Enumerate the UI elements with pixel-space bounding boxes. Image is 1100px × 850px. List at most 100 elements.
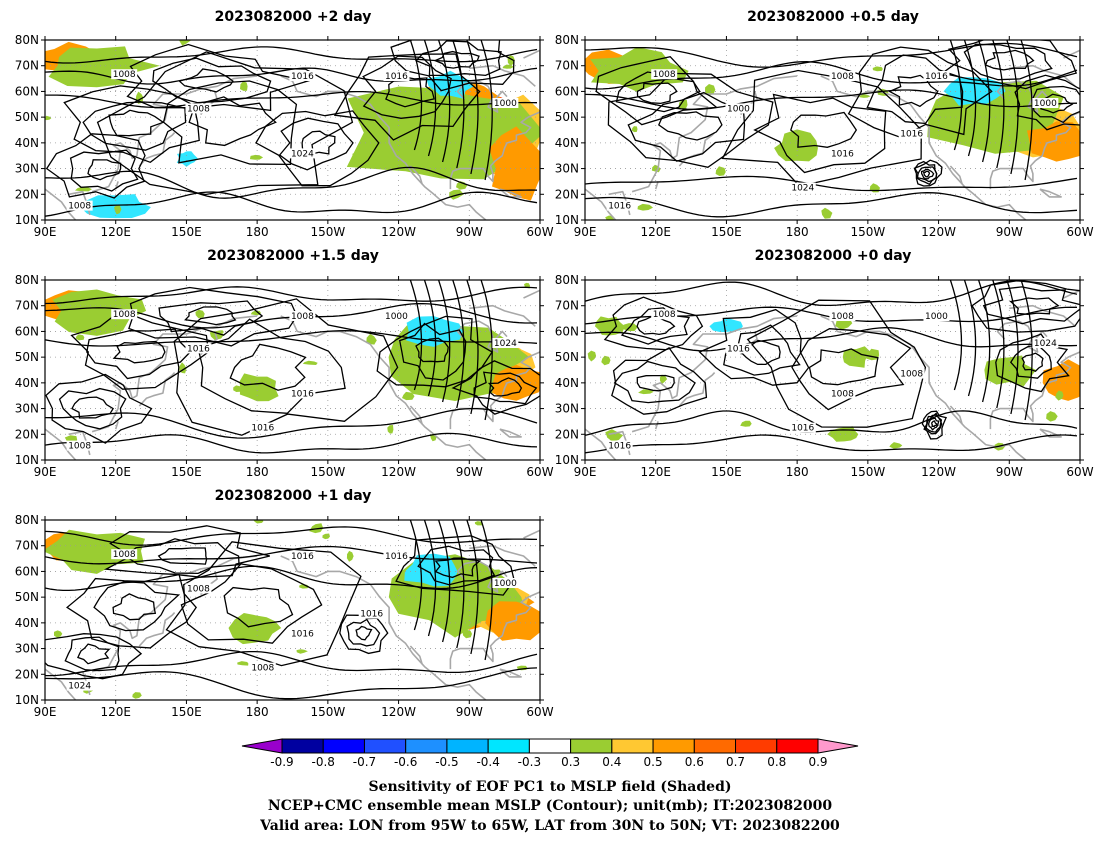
- sensitivity-shade: [75, 334, 85, 341]
- lon-tick-label: 120E: [100, 225, 131, 239]
- colorbar-segment: [322, 738, 365, 754]
- isobar: [466, 520, 479, 655]
- sensitivity-shade: [233, 385, 241, 392]
- isobar: [69, 149, 139, 192]
- lat-tick-label: 60N: [15, 564, 39, 578]
- coastline: [499, 668, 522, 678]
- isobar: [466, 40, 479, 175]
- lon-tick-label: 90W: [996, 465, 1023, 479]
- isobar: [480, 280, 493, 421]
- lon-tick-label: 120E: [640, 465, 671, 479]
- isobar: [152, 57, 272, 104]
- sensitivity-shade: [842, 346, 870, 368]
- sensitivity-shade: [601, 355, 611, 366]
- contour-label: 1016: [360, 610, 383, 620]
- colorbar-segment: [281, 738, 324, 754]
- colorbar-segment: [693, 738, 737, 754]
- sensitivity-shade: [299, 584, 310, 589]
- isobar: [451, 360, 540, 415]
- isobar: [355, 625, 373, 641]
- sensitivity-shade: [309, 523, 324, 534]
- isobar: [398, 322, 467, 381]
- lat-tick-label: 80N: [15, 273, 39, 287]
- isobar: [913, 159, 943, 187]
- caption-line: Valid area: LON from 95W to 65W, LAT fro…: [259, 818, 840, 834]
- panel-frame: [584, 279, 1081, 461]
- isobar: [197, 318, 346, 414]
- contour-label: 1016: [608, 442, 631, 452]
- coastline: [989, 351, 1080, 430]
- colorbar-segment: [652, 738, 695, 754]
- isobar: [585, 192, 1078, 218]
- lat-tick-label: 10N: [15, 213, 39, 227]
- lat-tick-label: 80N: [15, 33, 39, 47]
- contour-label: 1008: [831, 72, 854, 82]
- lon-tick-label: 60W: [526, 705, 553, 719]
- contour-label: 1016: [291, 629, 314, 639]
- isobar: [126, 43, 311, 112]
- isobar: [487, 377, 523, 397]
- isobar: [433, 50, 480, 69]
- coastline: [280, 555, 487, 700]
- lon-tick-label: 180: [786, 465, 809, 479]
- sensitivity-shade: [462, 629, 472, 639]
- isobar: [931, 420, 938, 428]
- isobar: [923, 412, 943, 435]
- contour-label: 1008: [653, 70, 676, 80]
- coastline: [449, 591, 540, 670]
- lon-tick-label: 90E: [34, 225, 57, 239]
- isobar: [790, 111, 858, 148]
- map-panel: 1008 1016 1008 1016 1000 1024 1008 90E 120E 150E 1…: [15, 33, 554, 239]
- isobar: [71, 396, 114, 419]
- contour-label: 1008: [187, 104, 210, 114]
- isobar: [1006, 280, 1019, 415]
- isobar: [157, 547, 208, 565]
- panel-title: 2023082000 +0 day: [755, 248, 912, 264]
- lat-tick-label: 20N: [15, 667, 39, 681]
- coastline: [989, 111, 1080, 190]
- colorbar-label: 0.7: [726, 755, 745, 769]
- sensitivity-shade: [240, 81, 248, 91]
- lat-tick-label: 10N: [555, 213, 579, 227]
- contour-label: 1008: [68, 202, 91, 212]
- sensitivity-shade: [402, 391, 415, 401]
- isobar: [982, 286, 1080, 325]
- isobar: [808, 348, 879, 386]
- isobar: [437, 520, 451, 643]
- isobar: [746, 299, 927, 428]
- isobar: [585, 42, 1078, 68]
- coastline: [91, 555, 258, 673]
- contour-label: 1008: [900, 370, 923, 380]
- colorbar-label: 0.8: [767, 755, 786, 769]
- colorbar-label: 0.3: [561, 755, 580, 769]
- coastline: [409, 405, 423, 425]
- lat-tick-label: 50N: [555, 350, 579, 364]
- coastline: [949, 405, 963, 425]
- lon-tick-label: 120W: [921, 225, 956, 239]
- lon-tick-label: 150W: [310, 225, 345, 239]
- lat-tick-label: 30N: [555, 402, 579, 416]
- isobar: [992, 280, 1005, 409]
- panel-title: 2023082000 +1 day: [215, 488, 372, 504]
- contour-label: 1000: [925, 312, 948, 322]
- colorbar-segment: [363, 738, 407, 754]
- colorbar-segment: [776, 738, 819, 754]
- isobar: [1014, 74, 1080, 131]
- contour-label: 1016: [791, 424, 814, 434]
- isobar: [93, 580, 181, 632]
- sensitivity-shade: [981, 111, 994, 121]
- isobar: [480, 520, 493, 661]
- isobar: [45, 432, 538, 454]
- lat-tick-label: 30N: [15, 162, 39, 176]
- lon-tick-label: 120E: [100, 465, 131, 479]
- lon-tick-label: 60W: [1066, 465, 1093, 479]
- colorbar-segment: [528, 738, 572, 754]
- sensitivity-shade: [239, 373, 279, 402]
- contour-label: 1008: [653, 310, 676, 320]
- sensitivity-shade: [474, 521, 483, 526]
- isobar: [452, 520, 465, 649]
- lat-tick-label: 30N: [15, 402, 39, 416]
- isobar: [1006, 40, 1019, 175]
